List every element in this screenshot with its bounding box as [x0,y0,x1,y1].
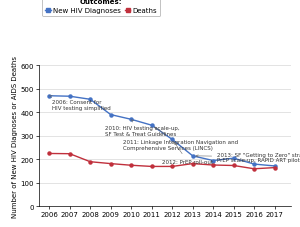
Y-axis label: Number of New HIV Diagnoses or AIDS Deaths: Number of New HIV Diagnoses or AIDS Deat… [12,56,18,217]
Text: 2006: Consent for
HIV testing simplified: 2006: Consent for HIV testing simplified [50,96,111,111]
Text: 2010: HIV testing scale-up,
SF Test & Treat Guidelines: 2010: HIV testing scale-up, SF Test & Tr… [105,120,179,137]
Text: 2012: PrEP roll-out: 2012: PrEP roll-out [162,143,213,164]
Text: 2013: SF "Getting to Zero" strategy launched;
PrEP scale-up, RAPID ART pilot, Ex: 2013: SF "Getting to Zero" strategy laun… [196,152,300,163]
Text: 2011: Linkage Integration Navigation and
Comprehensive Services (LINCS): 2011: Linkage Integration Navigation and… [123,128,238,150]
Legend: New HIV Diagnoses, Deaths: New HIV Diagnoses, Deaths [43,0,160,17]
